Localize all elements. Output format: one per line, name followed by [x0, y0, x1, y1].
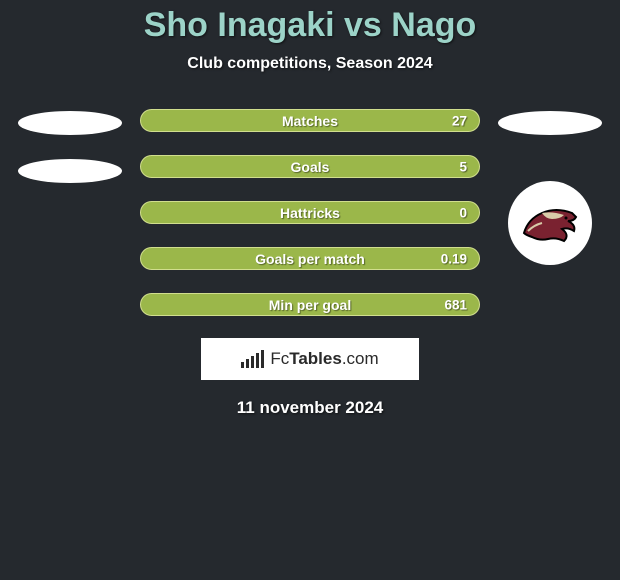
stat-label: Goals — [291, 159, 330, 175]
main-row: Matches 27 Goals 5 Hattricks 0 Goals per… — [0, 109, 620, 316]
stat-bar-goals-per-match: Goals per match 0.19 — [140, 247, 480, 270]
root: Sho Inagaki vs Nago Club competitions, S… — [0, 0, 620, 580]
stat-label: Hattricks — [280, 205, 340, 221]
stat-value: 0.19 — [441, 251, 467, 266]
brand-suffix: .com — [342, 349, 379, 368]
brand-prefix: Fc — [270, 349, 289, 368]
stat-label: Matches — [282, 113, 338, 129]
left-player-badge-1 — [18, 111, 122, 135]
brand-logo[interactable]: FcTables.com — [201, 338, 419, 380]
stat-value: 681 — [444, 297, 467, 312]
stat-value: 5 — [459, 159, 467, 174]
stat-label: Min per goal — [269, 297, 351, 313]
right-team-badge — [508, 181, 592, 265]
brand-bold: Tables — [289, 349, 342, 368]
right-player-badge-1 — [498, 111, 602, 135]
left-player-badge-2 — [18, 159, 122, 183]
stat-label: Goals per match — [255, 251, 365, 267]
page-title: Sho Inagaki vs Nago — [144, 6, 477, 45]
page-subtitle: Club competitions, Season 2024 — [187, 55, 432, 73]
left-player-col — [10, 109, 130, 183]
stat-value: 27 — [452, 113, 467, 128]
stat-bar-matches: Matches 27 — [140, 109, 480, 132]
coyote-logo-icon — [518, 191, 582, 255]
stat-bar-hattricks: Hattricks 0 — [140, 201, 480, 224]
stat-bar-goals: Goals 5 — [140, 155, 480, 178]
stat-bar-min-per-goal: Min per goal 681 — [140, 293, 480, 316]
brand-text: FcTables.com — [270, 349, 378, 369]
bar-chart-icon — [241, 350, 264, 368]
footer-date: 11 november 2024 — [237, 398, 383, 418]
stat-value: 0 — [459, 205, 467, 220]
stats-column: Matches 27 Goals 5 Hattricks 0 Goals per… — [140, 109, 480, 316]
right-player-col — [490, 109, 610, 265]
